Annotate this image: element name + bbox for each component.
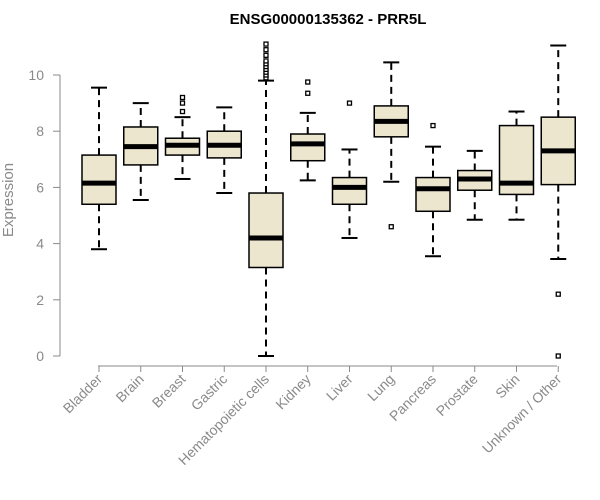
- box-prostate: [457, 149, 493, 221]
- x-tick-label: Skin: [492, 371, 523, 402]
- x-tick-label: Bladder: [60, 371, 106, 417]
- outlier-point: [430, 122, 436, 129]
- box-series: [81, 41, 576, 359]
- y-tick-label: 2: [36, 292, 44, 308]
- box-gastric: [206, 106, 242, 195]
- outlier-point: [263, 47, 269, 53]
- iqr-box: [415, 176, 451, 213]
- chart-title: ENSG00000135362 - PRR5L: [230, 11, 427, 28]
- x-tick-label: Lung: [364, 371, 397, 404]
- outlier-point: [555, 353, 561, 359]
- iqr-box: [290, 133, 326, 162]
- box-brain: [123, 102, 159, 202]
- y-axis-ticks: 0 2 4 6 8 10: [28, 67, 60, 364]
- box-liver: [331, 100, 368, 239]
- outlier-point: [179, 100, 186, 106]
- box-kidney: [290, 79, 326, 182]
- y-tick-label: 6: [36, 179, 44, 195]
- iqr-box: [248, 192, 284, 269]
- x-tick-label: Breast: [149, 371, 189, 411]
- y-tick-label: 10: [28, 67, 44, 83]
- x-tick-label: Brain: [112, 371, 146, 405]
- iqr-box: [81, 154, 117, 206]
- outlier-point: [263, 58, 269, 64]
- y-tick-label: 4: [36, 236, 44, 252]
- outlier-point: [305, 90, 311, 96]
- box-unknown-other: [540, 44, 576, 359]
- y-tick-label: 0: [36, 348, 44, 364]
- iqr-box: [331, 176, 368, 206]
- box-lung: [373, 61, 409, 230]
- box-pancreas: [415, 122, 451, 258]
- y-tick-label: 8: [36, 123, 44, 139]
- x-tick-label: Prostate: [433, 371, 481, 419]
- x-tick-label: Unknown / Other: [479, 371, 565, 457]
- outlier-point: [263, 41, 269, 47]
- outlier-point: [179, 94, 186, 101]
- outlier-point: [388, 224, 394, 230]
- x-tick-label: Kidney: [272, 371, 314, 413]
- box-hematopoietic-cells: [248, 41, 284, 357]
- outlier-point: [346, 100, 353, 106]
- y-axis-label: Expression: [0, 163, 17, 237]
- box-breast: [164, 94, 201, 180]
- box-skin: [498, 110, 535, 221]
- outlier-point: [305, 79, 311, 85]
- x-tick-label: Liver: [323, 371, 356, 404]
- outlier-point: [179, 108, 186, 115]
- box-bladder: [81, 86, 117, 251]
- outlier-point: [555, 291, 561, 297]
- outlier-point: [263, 52, 269, 58]
